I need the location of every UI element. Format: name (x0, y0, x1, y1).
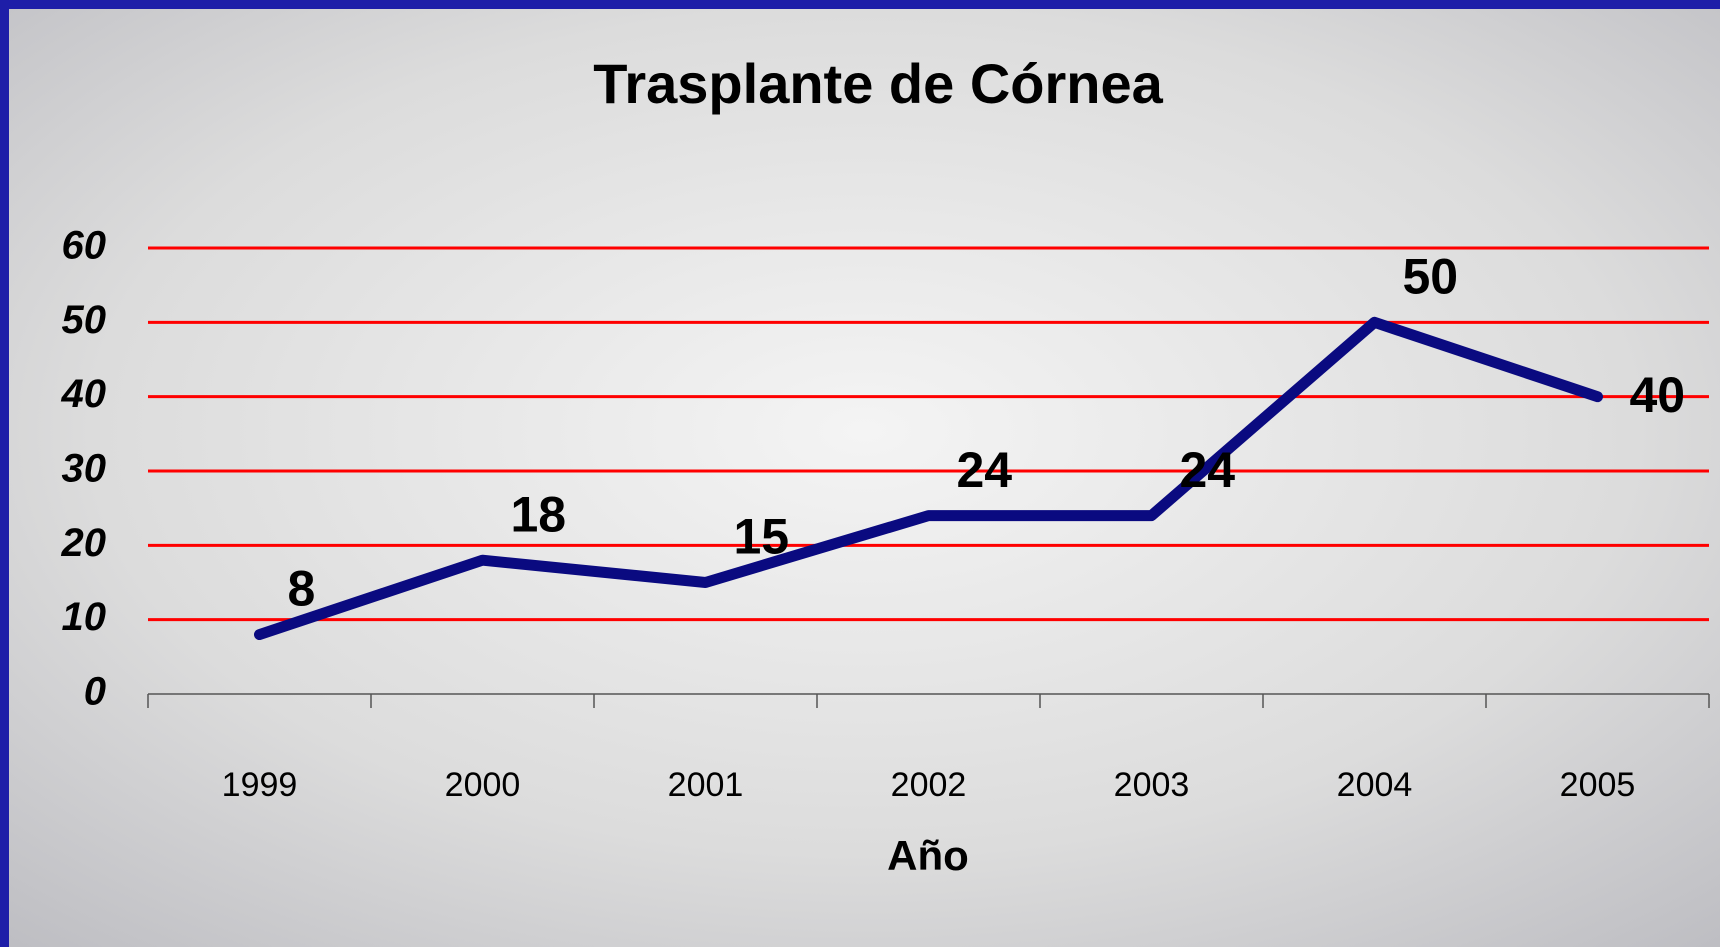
line (254, 316, 1603, 641)
chart-title: Trasplante de Córnea (593, 52, 1163, 115)
data-label: 40 (1630, 367, 1686, 423)
y-tick-label: 30 (62, 447, 107, 491)
x-tick-label: 2002 (891, 766, 967, 804)
x-tick-label: 2004 (1337, 766, 1413, 804)
y-tick-label: 0 (84, 670, 106, 714)
y-tick-label: 20 (61, 521, 107, 565)
x-tick-label: 2001 (668, 766, 744, 804)
data-label: 50 (1403, 249, 1459, 305)
y-tick-label: 60 (62, 224, 107, 268)
y-tick-label: 10 (62, 595, 107, 639)
y-tick-label: 40 (61, 372, 107, 416)
y-tick-label: 50 (62, 298, 107, 342)
x-axis-label: Año (887, 832, 969, 879)
data-label: 24 (1180, 442, 1236, 498)
data-label: 24 (957, 442, 1013, 498)
background (9, 9, 1720, 947)
x-tick-label: 2005 (1560, 766, 1636, 804)
data-label: 18 (511, 486, 567, 542)
x-tick-label: 1999 (222, 766, 298, 804)
data-label: 8 (288, 561, 316, 617)
x-tick-label: 2000 (445, 766, 521, 804)
data-label: 15 (734, 509, 790, 565)
x-tick-label: 2003 (1114, 766, 1190, 804)
